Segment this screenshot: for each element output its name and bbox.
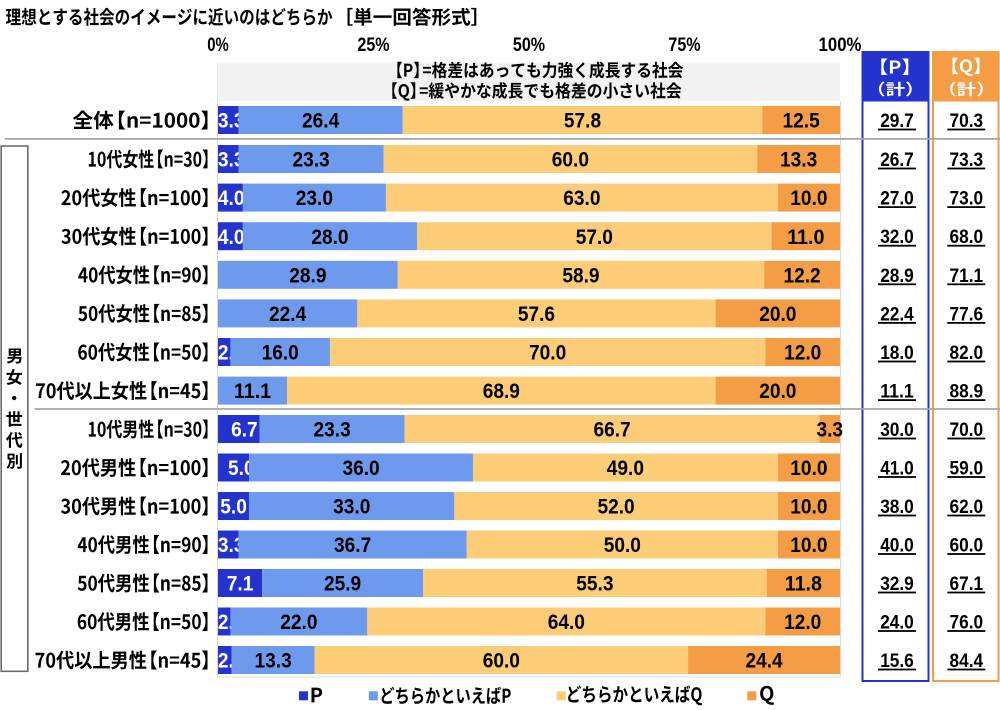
svg-text:66.7: 66.7 [593,419,630,442]
svg-text:23.3: 23.3 [292,149,329,172]
svg-text:70.0: 70.0 [950,420,984,441]
svg-text:84.4: 84.4 [950,651,984,672]
svg-text:55.3: 55.3 [576,573,613,596]
svg-text:77.6: 77.6 [950,304,984,325]
svg-text:58.9: 58.9 [562,264,599,287]
svg-text:22.0: 22.0 [280,611,317,634]
svg-text:38.0: 38.0 [880,497,914,518]
svg-text:26.7: 26.7 [880,150,914,171]
svg-text:7.1: 7.1 [227,573,254,596]
svg-text:28.9: 28.9 [289,264,326,287]
svg-text:41.0: 41.0 [880,459,914,480]
svg-text:16.0: 16.0 [262,342,299,365]
svg-text:23.0: 23.0 [296,187,333,210]
svg-text:49.0: 49.0 [607,457,644,480]
svg-text:25%: 25% [357,34,389,56]
svg-text:5.0: 5.0 [228,457,255,480]
svg-text:13.3: 13.3 [780,149,817,172]
svg-text:3.3: 3.3 [218,534,245,557]
svg-text:29.7: 29.7 [880,111,914,132]
svg-text:30.0: 30.0 [880,420,914,441]
svg-text:4.0: 4.0 [218,187,245,210]
svg-text:32.9: 32.9 [880,574,914,595]
svg-text:36.0: 36.0 [342,457,379,480]
svg-text:12.0: 12.0 [784,342,821,365]
svg-text:5.0: 5.0 [220,496,247,519]
svg-text:20.0: 20.0 [759,303,796,326]
svg-text:10.0: 10.0 [790,187,827,210]
svg-text:10.0: 10.0 [790,496,827,519]
svg-text:68.9: 68.9 [483,380,520,403]
svg-text:70.3: 70.3 [950,111,984,132]
svg-text:60.0: 60.0 [552,149,589,172]
svg-text:13.3: 13.3 [255,650,292,673]
svg-text:50%: 50% [513,34,545,56]
svg-text:28.0: 28.0 [311,226,348,249]
svg-text:57.6: 57.6 [518,303,555,326]
svg-text:26.4: 26.4 [302,110,339,133]
svg-text:12.5: 12.5 [783,110,820,133]
svg-text:11.8: 11.8 [785,573,822,596]
svg-text:60.0: 60.0 [483,650,520,673]
svg-text:24.0: 24.0 [880,613,914,634]
svg-text:60.0: 60.0 [950,536,984,557]
svg-text:22.4: 22.4 [880,304,914,325]
svg-text:24.4: 24.4 [745,650,782,673]
svg-text:22.4: 22.4 [269,303,306,326]
svg-text:62.0: 62.0 [950,497,984,518]
svg-text:27.0: 27.0 [880,189,914,210]
svg-text:3.3: 3.3 [816,419,843,442]
svg-text:75%: 75% [668,34,700,56]
svg-text:10.0: 10.0 [790,457,827,480]
svg-text:82.0: 82.0 [950,343,984,364]
svg-text:73.3: 73.3 [950,150,984,171]
svg-text:15.6: 15.6 [880,651,914,672]
svg-text:23.3: 23.3 [314,419,351,442]
svg-text:32.0: 32.0 [880,227,914,248]
svg-text:3.3: 3.3 [218,149,245,172]
svg-text:25.9: 25.9 [324,573,361,596]
svg-text:52.0: 52.0 [597,496,634,519]
svg-text:11.1: 11.1 [234,380,271,403]
svg-text:18.0: 18.0 [880,343,914,364]
svg-text:50.0: 50.0 [604,534,641,557]
svg-text:12.2: 12.2 [783,264,820,287]
svg-text:71.1: 71.1 [950,266,984,287]
svg-text:36.7: 36.7 [334,534,371,557]
svg-text:59.0: 59.0 [950,459,984,480]
svg-text:11.0: 11.0 [787,226,824,249]
svg-text:68.0: 68.0 [950,227,984,248]
svg-text:10.0: 10.0 [790,534,827,557]
svg-text:0%: 0% [207,34,229,56]
svg-text:73.0: 73.0 [950,189,984,210]
svg-text:40.0: 40.0 [880,536,914,557]
svg-text:67.1: 67.1 [950,574,984,595]
svg-text:76.0: 76.0 [950,613,984,634]
svg-text:64.0: 64.0 [548,611,585,634]
svg-text:12.0: 12.0 [784,611,821,634]
svg-text:28.9: 28.9 [880,266,914,287]
svg-text:11.1: 11.1 [880,382,914,403]
svg-text:57.0: 57.0 [576,226,613,249]
svg-text:20.0: 20.0 [759,380,796,403]
svg-text:57.8: 57.8 [564,110,601,133]
svg-text:33.0: 33.0 [333,496,370,519]
svg-text:3.3: 3.3 [218,110,245,133]
svg-text:4.0: 4.0 [218,226,245,249]
svg-text:100%: 100% [819,34,862,56]
svg-text:88.9: 88.9 [950,382,984,403]
svg-text:70.0: 70.0 [529,342,566,365]
svg-text:6.7: 6.7 [231,419,258,442]
svg-text:63.0: 63.0 [563,187,600,210]
